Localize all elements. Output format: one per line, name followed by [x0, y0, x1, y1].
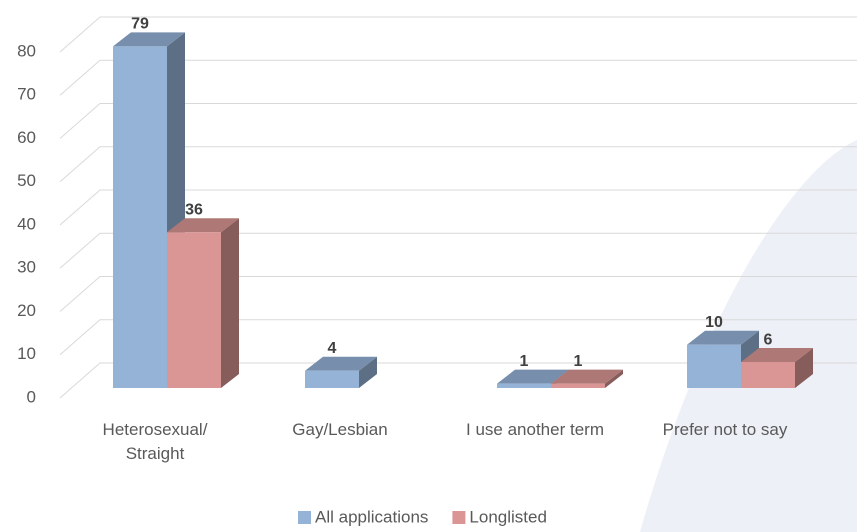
data-label: 4	[328, 340, 337, 357]
data-label: 1	[520, 353, 529, 370]
bar-front	[305, 370, 359, 388]
legend-swatch	[452, 511, 466, 524]
bar-top	[741, 348, 813, 363]
data-label: 79	[131, 16, 149, 33]
grid-line	[59, 189, 857, 226]
bar	[741, 348, 813, 388]
legend-label: All applications	[315, 507, 428, 526]
data-label: 6	[764, 331, 773, 348]
y-tick-label: 70	[17, 85, 36, 104]
grid-line	[59, 362, 857, 399]
x-tick-label: Heterosexual/ Straight	[102, 420, 208, 463]
bar-side	[221, 218, 239, 388]
y-tick-label: 60	[17, 128, 36, 147]
bar-top	[551, 369, 623, 384]
bar-top	[687, 330, 759, 345]
bar-side	[359, 356, 377, 388]
grid-line	[59, 146, 857, 183]
bar-front	[167, 232, 221, 388]
bar-front	[113, 46, 167, 388]
bar	[551, 369, 623, 388]
grid-line	[59, 232, 857, 269]
bar-top	[305, 356, 377, 371]
bar	[167, 218, 239, 388]
y-tick-label: 10	[17, 344, 36, 363]
y-tick-label: 20	[17, 301, 36, 320]
grid-line	[59, 59, 857, 96]
data-label: 10	[705, 314, 723, 331]
legend-swatch	[298, 511, 311, 524]
bar-front	[551, 383, 605, 388]
data-label: 1	[574, 353, 583, 370]
x-tick-label: Prefer not to say	[662, 420, 788, 439]
bar-front	[687, 344, 741, 388]
grid-line	[59, 103, 857, 139]
legend-label: Longlisted	[469, 507, 547, 526]
y-tick-label: 30	[17, 258, 36, 277]
data-label: 36	[185, 202, 203, 219]
x-tick-label: Gay/Lesbian	[292, 420, 388, 439]
y-tick-label: 0	[27, 387, 36, 406]
bar-side	[795, 348, 813, 388]
bar-front	[497, 383, 551, 388]
bar	[305, 356, 377, 388]
x-tick-label: I use another term	[466, 420, 604, 439]
y-tick-label: 40	[17, 214, 36, 233]
bar-top	[167, 218, 239, 233]
bar-front	[741, 362, 795, 388]
bar-top	[113, 32, 185, 47]
grid-line	[59, 16, 857, 53]
grid-line	[59, 319, 857, 356]
y-tick-label: 50	[17, 171, 36, 190]
grid-line	[59, 276, 857, 312]
bar-top	[497, 369, 569, 384]
bar-side	[605, 369, 623, 388]
bar	[687, 330, 759, 388]
y-tick-label: 80	[17, 41, 36, 60]
